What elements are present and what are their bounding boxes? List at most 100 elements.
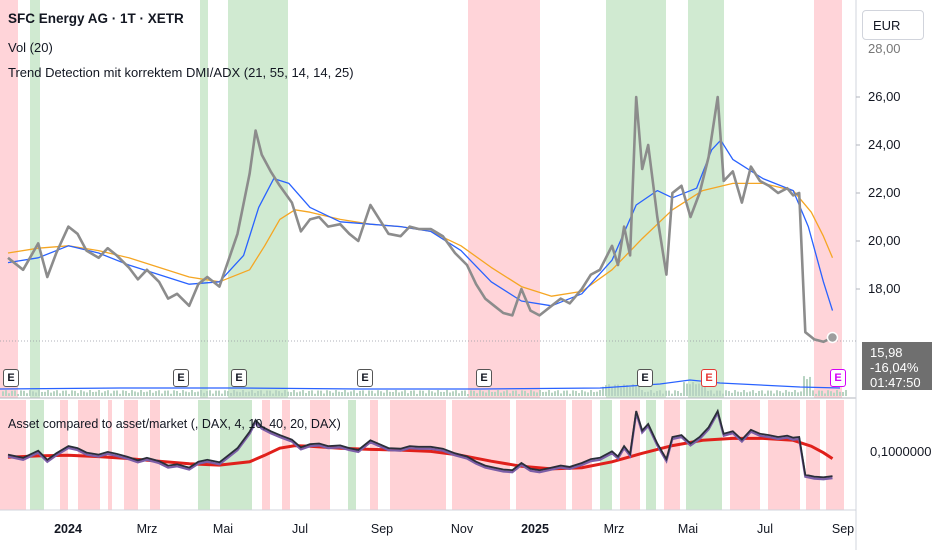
volume-bar bbox=[260, 390, 262, 396]
volume-bar bbox=[707, 391, 709, 396]
volume-bar bbox=[662, 393, 664, 396]
volume-bar bbox=[773, 393, 775, 396]
earnings-badge[interactable]: E bbox=[476, 369, 492, 387]
volume-bar bbox=[779, 391, 781, 396]
earnings-badge[interactable]: E bbox=[231, 369, 247, 387]
volume-bar bbox=[65, 390, 67, 396]
volume-bar bbox=[203, 392, 205, 396]
volume-bar bbox=[674, 390, 676, 396]
volume-bar bbox=[788, 391, 790, 396]
volume-bar bbox=[443, 391, 445, 396]
volume-bar bbox=[524, 390, 526, 396]
currency-button[interactable]: EUR bbox=[862, 10, 924, 40]
volume-bar bbox=[458, 393, 460, 396]
volume-bar bbox=[320, 390, 322, 396]
volume-bar bbox=[671, 393, 673, 396]
earnings-badge[interactable]: E bbox=[830, 369, 846, 387]
volume-bar bbox=[836, 390, 838, 396]
volume-bar bbox=[698, 383, 700, 396]
volume-bar bbox=[755, 393, 757, 396]
subpanel-scale-label: 0,1000000 bbox=[870, 444, 932, 459]
time-label: Sep bbox=[831, 522, 855, 536]
volume-bar bbox=[404, 390, 406, 396]
volume-bar bbox=[32, 391, 34, 396]
compare-indicator-label[interactable]: Asset compared to asset/market (, DAX, 4… bbox=[8, 417, 341, 431]
price-label-top: 28,00 bbox=[868, 41, 901, 56]
series-line-close bbox=[7, 95, 834, 344]
volume-bar bbox=[29, 390, 31, 396]
volume-bar bbox=[104, 391, 106, 396]
volume-bar bbox=[791, 392, 793, 396]
volume-bar bbox=[278, 391, 280, 396]
volume-bar bbox=[161, 393, 163, 396]
volume-bar bbox=[344, 390, 346, 396]
volume-bar bbox=[239, 392, 241, 396]
earnings-badge[interactable]: E bbox=[701, 369, 717, 387]
volume-bar bbox=[452, 391, 454, 396]
price-label: 20,00 bbox=[868, 233, 901, 248]
volume-bar bbox=[407, 393, 409, 396]
volume-bar bbox=[206, 391, 208, 396]
volume-bar bbox=[659, 390, 661, 396]
volume-bar bbox=[287, 391, 289, 396]
volume-bar bbox=[548, 390, 550, 396]
volume-bar bbox=[110, 393, 112, 396]
volume-bar bbox=[398, 392, 400, 396]
earnings-badge[interactable]: E bbox=[637, 369, 653, 387]
volume-bar bbox=[53, 391, 55, 396]
volume-bar bbox=[401, 391, 403, 396]
volume-bar bbox=[521, 390, 523, 396]
current-change: -16,04% bbox=[870, 360, 919, 375]
volume-bar bbox=[269, 390, 271, 396]
volume-bar bbox=[200, 390, 202, 396]
volume-bar bbox=[143, 392, 145, 396]
volume-bar bbox=[392, 391, 394, 396]
volume-bar bbox=[137, 392, 139, 396]
volume-bar bbox=[551, 392, 553, 396]
time-label: Nov bbox=[450, 522, 474, 536]
volume-bar bbox=[179, 392, 181, 396]
volume-bar bbox=[494, 391, 496, 396]
volume-bar bbox=[305, 393, 307, 396]
volume-bar bbox=[590, 390, 592, 396]
volume-bar bbox=[533, 391, 535, 396]
volume-bar bbox=[593, 392, 595, 396]
earnings-badge[interactable]: E bbox=[173, 369, 189, 387]
series-line-ema-21 bbox=[7, 139, 834, 311]
earnings-badge[interactable]: E bbox=[3, 369, 19, 387]
time-label: Sep bbox=[370, 522, 394, 536]
volume-indicator-label[interactable]: Vol (20) bbox=[8, 40, 53, 55]
volume-bar bbox=[80, 390, 82, 396]
trend-zones bbox=[0, 0, 842, 398]
trend-indicator-label[interactable]: Trend Detection mit korrektem DMI/ADX (2… bbox=[8, 65, 354, 80]
volume-bar bbox=[554, 391, 556, 396]
volume-bar bbox=[44, 391, 46, 396]
compare-zones bbox=[0, 400, 844, 510]
trend-zone bbox=[814, 0, 842, 398]
volume-bar bbox=[335, 390, 337, 396]
volume-bar bbox=[629, 387, 631, 396]
volume-bar bbox=[434, 392, 436, 396]
volume-bar bbox=[743, 390, 745, 396]
volume-bar bbox=[188, 392, 190, 396]
volume-bar bbox=[215, 390, 217, 396]
volume-bar bbox=[560, 393, 562, 396]
volume-bar bbox=[296, 392, 298, 396]
symbol-title[interactable]: SFC Energy AG · 1T · XETR bbox=[8, 11, 184, 26]
volume-bar bbox=[14, 390, 16, 396]
volume-bar bbox=[338, 391, 340, 396]
volume-bar bbox=[776, 390, 778, 396]
earnings-badge[interactable]: E bbox=[357, 369, 373, 387]
volume-bar bbox=[122, 390, 124, 396]
volume-bar bbox=[812, 390, 814, 396]
volume-bar bbox=[704, 384, 706, 396]
volume-bar bbox=[377, 390, 379, 396]
volume-bar bbox=[626, 384, 628, 396]
volume-bar bbox=[152, 392, 154, 396]
volume-bar bbox=[485, 392, 487, 396]
compare-zone bbox=[310, 400, 330, 510]
volume-bar bbox=[371, 390, 373, 396]
time-label: Mai bbox=[212, 522, 234, 536]
volume-bar bbox=[167, 390, 169, 396]
